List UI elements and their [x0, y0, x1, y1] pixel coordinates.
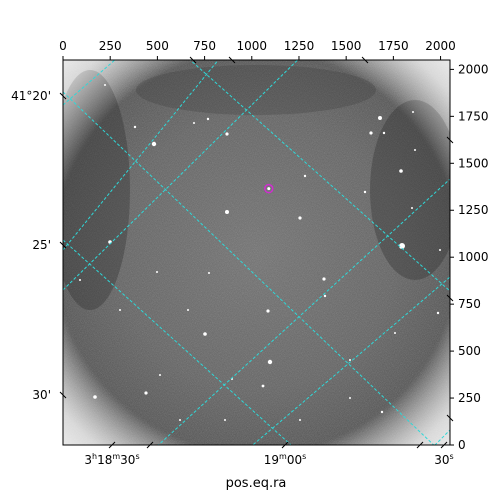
ra-tick-label: 30s [434, 452, 453, 467]
top-tick-label: 2000 [425, 39, 456, 53]
grid-line [63, 60, 219, 251]
bottom-tick-mark [146, 441, 154, 449]
star [394, 332, 396, 334]
star [133, 125, 137, 129]
right-tick-label: 1000 [458, 250, 489, 264]
dec-tick-label: 25' [32, 238, 51, 252]
top-tick-label: 1500 [331, 39, 362, 53]
star [399, 169, 403, 173]
star [261, 384, 265, 388]
right-tick-label: 1250 [458, 203, 489, 217]
star [119, 309, 121, 311]
dec-tick-label: 41°20' [11, 89, 51, 103]
star [79, 279, 81, 281]
grid-line [63, 60, 116, 106]
top-tick-label: 1750 [378, 39, 409, 53]
top-tick-label: 1250 [284, 39, 315, 53]
marker-ring [264, 183, 274, 194]
right-grid-tick [446, 414, 454, 422]
ra-tick-label: 3h18m30s [84, 452, 139, 467]
right-tick-label: 1750 [458, 109, 489, 123]
star [322, 277, 326, 281]
top-grid-tick [361, 56, 369, 64]
star [299, 419, 301, 421]
ra-tick-label: 19m00s [264, 452, 307, 467]
star [267, 359, 273, 365]
right-tick-label: 0 [458, 438, 466, 452]
star [224, 419, 226, 421]
star [303, 174, 307, 178]
top-pixel-axis: 0 250 500 750 1000 1250 1500 1750 2000 [59, 39, 456, 64]
grid-line [434, 429, 450, 445]
left-tick-mark [59, 92, 67, 100]
left-tick-mark [59, 241, 67, 249]
star [206, 117, 210, 121]
bottom-tick-mark [440, 441, 448, 449]
star [266, 309, 270, 313]
star [369, 131, 373, 135]
bottom-tick-mark [281, 441, 289, 449]
star [225, 132, 229, 136]
stars-layer [79, 84, 441, 421]
star [193, 122, 195, 124]
bottom-tick-mark [416, 441, 424, 449]
star [414, 149, 416, 151]
star [380, 410, 384, 414]
star [349, 397, 351, 399]
star [144, 391, 148, 395]
bottom-ra-axis: 3h18m30s 19m00s 30s [84, 441, 454, 467]
star [159, 374, 161, 376]
top-tick-label: 0 [59, 39, 67, 53]
star [203, 332, 207, 336]
star [187, 309, 189, 311]
top-tick-label: 750 [193, 39, 216, 53]
star [349, 359, 351, 361]
star [363, 190, 367, 194]
star [179, 419, 181, 421]
left-dec-axis: 41°20' 25' 30' [11, 89, 67, 402]
star [151, 141, 157, 147]
right-grid-tick [446, 136, 454, 144]
star [93, 395, 97, 399]
right-tick-label: 250 [458, 391, 481, 405]
grid-line [252, 276, 450, 445]
grid-line [157, 178, 450, 445]
target-marker [264, 183, 274, 194]
star [156, 271, 158, 273]
sky-image [63, 60, 450, 445]
top-grid-tick [228, 56, 236, 64]
left-tick-mark [59, 391, 67, 399]
star [298, 216, 302, 220]
star [382, 131, 386, 135]
star [411, 207, 413, 209]
plot-frame [62, 59, 451, 446]
coordinate-grid [63, 60, 450, 445]
right-tick-label: 750 [458, 297, 481, 311]
star [208, 272, 210, 274]
top-tick-label: 250 [99, 39, 122, 53]
star [104, 84, 106, 86]
right-tick-label: 2000 [458, 62, 489, 76]
grid-line [63, 91, 435, 445]
star [399, 243, 405, 249]
star [225, 210, 229, 214]
right-grid-tick [446, 294, 454, 302]
star [323, 294, 327, 298]
bottom-tick-mark [108, 441, 116, 449]
top-grid-tick [189, 56, 197, 64]
top-tick-label: 500 [146, 39, 169, 53]
star [378, 116, 382, 120]
right-pixel-axis: 0 250 500 750 1000 1250 1500 1750 2000 [446, 62, 489, 452]
marker-center [267, 187, 271, 191]
star [412, 111, 414, 113]
star [436, 311, 440, 315]
x-axis-label: pos.eq.ra [226, 476, 287, 491]
dec-tick-label: 30' [32, 388, 51, 402]
right-tick-label: 500 [458, 344, 481, 358]
right-tick-label: 1500 [458, 156, 489, 170]
top-tick-label: 1000 [237, 39, 268, 53]
star [439, 249, 441, 251]
